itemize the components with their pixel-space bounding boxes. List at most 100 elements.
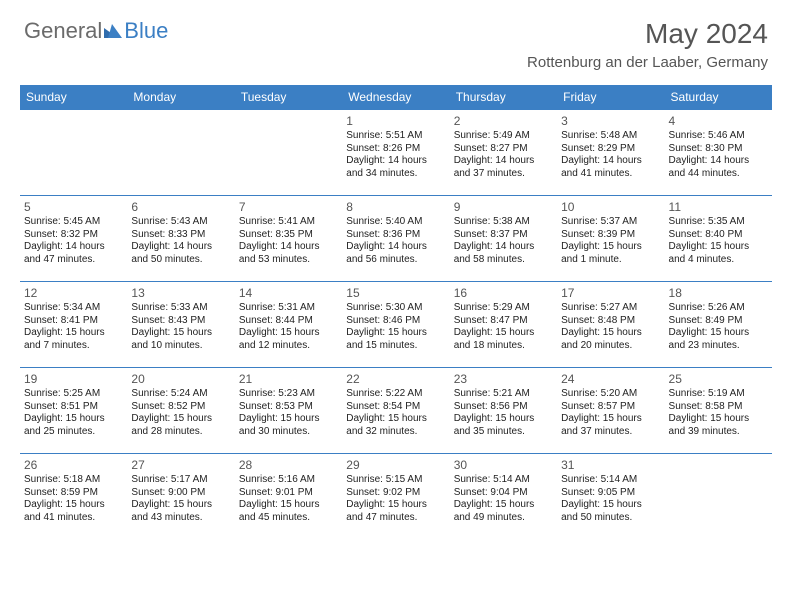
day-number: 25 xyxy=(669,372,768,386)
day-number: 11 xyxy=(669,200,768,214)
day-info: Sunrise: 5:17 AMSunset: 9:00 PMDaylight:… xyxy=(131,474,230,524)
day-info: Sunrise: 5:35 AMSunset: 8:40 PMDaylight:… xyxy=(669,216,768,266)
day-number: 21 xyxy=(239,372,338,386)
day-number: 2 xyxy=(454,114,553,128)
day-info: Sunrise: 5:27 AMSunset: 8:48 PMDaylight:… xyxy=(561,302,660,352)
dayheader-thursday: Thursday xyxy=(450,85,557,110)
day-number: 17 xyxy=(561,286,660,300)
calendar-cell: 30Sunrise: 5:14 AMSunset: 9:04 PMDayligh… xyxy=(450,454,557,540)
calendar-cell xyxy=(20,110,127,196)
day-info: Sunrise: 5:14 AMSunset: 9:04 PMDaylight:… xyxy=(454,474,553,524)
day-info: Sunrise: 5:37 AMSunset: 8:39 PMDaylight:… xyxy=(561,216,660,266)
day-number: 4 xyxy=(669,114,768,128)
calendar-cell: 20Sunrise: 5:24 AMSunset: 8:52 PMDayligh… xyxy=(127,368,234,454)
day-number: 27 xyxy=(131,458,230,472)
day-number: 15 xyxy=(346,286,445,300)
calendar-cell: 22 Sunrise: 5:22 AMSunset: 8:54 PMDayligh… xyxy=(342,368,449,454)
dayheader-tuesday: Tuesday xyxy=(235,85,342,110)
day-info: Sunrise: 5:38 AMSunset: 8:37 PMDaylight:… xyxy=(454,216,553,266)
day-info: Sunrise: 5:19 AMSunset: 8:58 PMDaylight:… xyxy=(669,388,768,438)
day-number: 9 xyxy=(454,200,553,214)
day-info: Sunrise: 5:29 AMSunset: 8:47 PMDaylight:… xyxy=(454,302,553,352)
day-info: Sunrise: 5:46 AMSunset: 8:30 PMDaylight:… xyxy=(669,130,768,180)
calendar-cell: 6 Sunrise: 5:43 AMSunset: 8:33 PMDaylight… xyxy=(127,196,234,282)
logo-triangle-icon xyxy=(104,24,122,38)
day-info: Sunrise: 5:14 AMSunset: 9:05 PMDaylight:… xyxy=(561,474,660,524)
calendar-cell: 27 Sunrise: 5:17 AMSunset: 9:00 PMDayligh… xyxy=(127,454,234,540)
day-info: Sunrise: 5:30 AMSunset: 8:46 PMDaylight:… xyxy=(346,302,445,352)
calendar-cell: 24 Sunrise: 5:20 AMSunset: 8:57 PMDayligh… xyxy=(557,368,664,454)
day-number: 20 xyxy=(131,372,230,386)
dayheader-monday: Monday xyxy=(127,85,234,110)
dayheader-row: SundayMondayTuesdayWednesdayThursdayFrid… xyxy=(20,85,772,110)
header: General Blue May 2024 Rottenburg an der … xyxy=(0,0,792,79)
day-number: 8 xyxy=(346,200,445,214)
week-row: 26 Sunrise: 5:18 AMSunset: 8:59 PMDayligh… xyxy=(20,454,772,540)
day-info: Sunrise: 5:16 AMSunset: 9:01 PMDaylight:… xyxy=(239,474,338,524)
week-row: 1 Sunrise: 5:51 AMSunset: 8:26 PMDaylight… xyxy=(20,110,772,196)
title-block: May 2024 Rottenburg an der Laaber, Germa… xyxy=(527,18,768,71)
day-info: Sunrise: 5:18 AMSunset: 8:59 PMDaylight:… xyxy=(24,474,123,524)
day-info: Sunrise: 5:43 AMSunset: 8:33 PMDaylight:… xyxy=(131,216,230,266)
calendar-cell: 31Sunrise: 5:14 AMSunset: 9:05 PMDayligh… xyxy=(557,454,664,540)
week-row: 12Sunrise: 5:34 AMSunset: 8:41 PMDayligh… xyxy=(20,282,772,368)
calendar-cell xyxy=(665,454,772,540)
day-number: 1 xyxy=(346,114,445,128)
dayheader-wednesday: Wednesday xyxy=(342,85,449,110)
calendar-cell: 8 Sunrise: 5:40 AMSunset: 8:36 PMDaylight… xyxy=(342,196,449,282)
calendar-cell: 4 Sunrise: 5:46 AMSunset: 8:30 PMDaylight… xyxy=(665,110,772,196)
calendar-cell: 29Sunrise: 5:15 AMSunset: 9:02 PMDayligh… xyxy=(342,454,449,540)
calendar-cell: 19 Sunrise: 5:25 AMSunset: 8:51 PMDayligh… xyxy=(20,368,127,454)
calendar-table: SundayMondayTuesdayWednesdayThursdayFrid… xyxy=(20,85,772,540)
calendar-cell: 28 Sunrise: 5:16 AMSunset: 9:01 PMDayligh… xyxy=(235,454,342,540)
day-number: 19 xyxy=(24,372,123,386)
dayheader-friday: Friday xyxy=(557,85,664,110)
month-title: May 2024 xyxy=(527,18,768,50)
day-number: 7 xyxy=(239,200,338,214)
logo-text-general: General xyxy=(24,18,102,44)
day-number: 28 xyxy=(239,458,338,472)
calendar-cell: 13Sunrise: 5:33 AMSunset: 8:43 PMDayligh… xyxy=(127,282,234,368)
calendar-cell: 2 Sunrise: 5:49 AMSunset: 8:27 PMDaylight… xyxy=(450,110,557,196)
calendar-cell: 25 Sunrise: 5:19 AMSunset: 8:58 PMDayligh… xyxy=(665,368,772,454)
calendar-cell: 26 Sunrise: 5:18 AMSunset: 8:59 PMDayligh… xyxy=(20,454,127,540)
calendar-cell: 9 Sunrise: 5:38 AMSunset: 8:37 PMDaylight… xyxy=(450,196,557,282)
day-number: 18 xyxy=(669,286,768,300)
day-number: 26 xyxy=(24,458,123,472)
day-number: 16 xyxy=(454,286,553,300)
day-info: Sunrise: 5:15 AMSunset: 9:02 PMDaylight:… xyxy=(346,474,445,524)
calendar-cell: 16 Sunrise: 5:29 AMSunset: 8:47 PMDayligh… xyxy=(450,282,557,368)
day-info: Sunrise: 5:33 AMSunset: 8:43 PMDaylight:… xyxy=(131,302,230,352)
calendar-cell: 21 Sunrise: 5:23 AMSunset: 8:53 PMDayligh… xyxy=(235,368,342,454)
day-info: Sunrise: 5:23 AMSunset: 8:53 PMDaylight:… xyxy=(239,388,338,438)
day-info: Sunrise: 5:40 AMSunset: 8:36 PMDaylight:… xyxy=(346,216,445,266)
day-number: 3 xyxy=(561,114,660,128)
calendar-cell: 10 Sunrise: 5:37 AMSunset: 8:39 PMDayligh… xyxy=(557,196,664,282)
day-info: Sunrise: 5:45 AMSunset: 8:32 PMDaylight:… xyxy=(24,216,123,266)
calendar-cell: 18 Sunrise: 5:26 AMSunset: 8:49 PMDayligh… xyxy=(665,282,772,368)
calendar-cell: 17 Sunrise: 5:27 AMSunset: 8:48 PMDayligh… xyxy=(557,282,664,368)
calendar-cell xyxy=(127,110,234,196)
calendar-cell: 12Sunrise: 5:34 AMSunset: 8:41 PMDayligh… xyxy=(20,282,127,368)
day-info: Sunrise: 5:26 AMSunset: 8:49 PMDaylight:… xyxy=(669,302,768,352)
day-number: 10 xyxy=(561,200,660,214)
day-number: 23 xyxy=(454,372,553,386)
day-info: Sunrise: 5:34 AMSunset: 8:41 PMDaylight:… xyxy=(24,302,123,352)
day-info: Sunrise: 5:22 AMSunset: 8:54 PMDaylight:… xyxy=(346,388,445,438)
day-info: Sunrise: 5:49 AMSunset: 8:27 PMDaylight:… xyxy=(454,130,553,180)
calendar-cell: 7 Sunrise: 5:41 AMSunset: 8:35 PMDaylight… xyxy=(235,196,342,282)
day-number: 6 xyxy=(131,200,230,214)
week-row: 5Sunrise: 5:45 AMSunset: 8:32 PMDaylight… xyxy=(20,196,772,282)
day-info: Sunrise: 5:25 AMSunset: 8:51 PMDaylight:… xyxy=(24,388,123,438)
day-info: Sunrise: 5:51 AMSunset: 8:26 PMDaylight:… xyxy=(346,130,445,180)
day-number: 22 xyxy=(346,372,445,386)
calendar-cell: 1 Sunrise: 5:51 AMSunset: 8:26 PMDaylight… xyxy=(342,110,449,196)
calendar-cell: 23Sunrise: 5:21 AMSunset: 8:56 PMDayligh… xyxy=(450,368,557,454)
day-info: Sunrise: 5:41 AMSunset: 8:35 PMDaylight:… xyxy=(239,216,338,266)
day-info: Sunrise: 5:48 AMSunset: 8:29 PMDaylight:… xyxy=(561,130,660,180)
calendar-cell: 14Sunrise: 5:31 AMSunset: 8:44 PMDayligh… xyxy=(235,282,342,368)
calendar-cell: 11 Sunrise: 5:35 AMSunset: 8:40 PMDayligh… xyxy=(665,196,772,282)
calendar-cell: 15 Sunrise: 5:30 AMSunset: 8:46 PMDayligh… xyxy=(342,282,449,368)
day-info: Sunrise: 5:20 AMSunset: 8:57 PMDaylight:… xyxy=(561,388,660,438)
day-number: 24 xyxy=(561,372,660,386)
